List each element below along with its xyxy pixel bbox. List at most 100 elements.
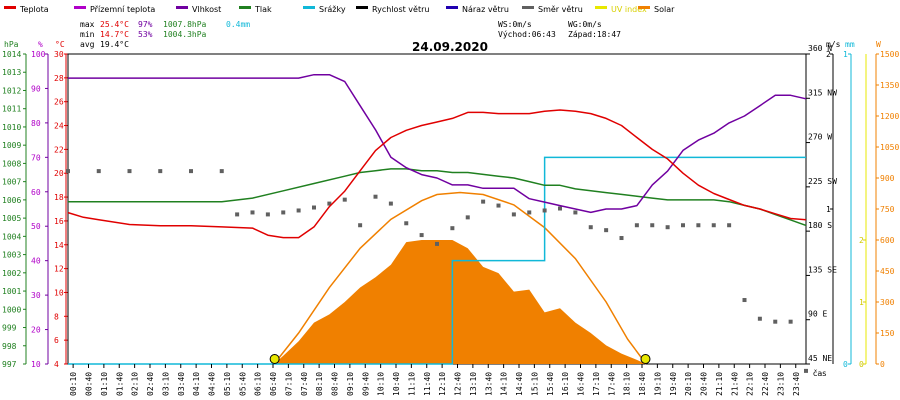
x-tick-label: 23:40: [792, 372, 801, 396]
legend-label: UV index: [611, 5, 647, 14]
tick-label: 1012: [2, 86, 21, 95]
stat-min-label: min: [80, 30, 95, 39]
tick-label: 360 N: [808, 44, 832, 53]
x-tick-label: 20:40: [700, 372, 709, 396]
wind-dir-point: [342, 197, 347, 202]
x-tick-label: 10:40: [392, 372, 401, 396]
tick-label: 997: [2, 360, 17, 369]
tick-label: 28: [54, 74, 64, 83]
x-tick-label: 21:10: [715, 372, 724, 396]
tick-label: 2: [826, 50, 831, 59]
stat-min-temp: 14.7°C: [100, 30, 129, 39]
x-tick-label: 04:40: [208, 372, 217, 396]
x-tick-label: 09:40: [361, 372, 370, 396]
tick-label: 1011: [2, 105, 21, 114]
tick-label: 450: [880, 267, 895, 276]
tick-label: 1007: [2, 178, 21, 187]
tick-label: 6: [54, 336, 59, 345]
tick-label: 999: [2, 324, 17, 333]
tick-label: 1: [843, 50, 848, 59]
tick-label: 135 SE: [808, 265, 837, 274]
tick-label: 24: [54, 122, 64, 131]
tick-label: 1006: [2, 196, 21, 205]
wind-dir-point: [296, 208, 301, 213]
x-tick-label: 08:40: [331, 372, 340, 396]
tick-label: 20: [54, 169, 64, 178]
wind-dir-point: [189, 169, 193, 174]
wind-dir-point: [388, 201, 393, 206]
stat-max-hum: 97%: [138, 20, 153, 29]
legend-swatch: [176, 6, 188, 9]
x-tick-label: 14:10: [500, 372, 509, 396]
wind-dir-point: [496, 203, 501, 208]
tick-label: 998: [2, 342, 17, 351]
tick-label: 30: [31, 291, 41, 300]
tick-label: 50: [31, 222, 41, 231]
wind-dir-point: [757, 316, 762, 321]
tick-label: 1: [826, 205, 831, 214]
x-tick-label: 16:10: [561, 372, 570, 396]
temperature-line: [67, 109, 807, 239]
tick-label: 90: [31, 84, 41, 93]
sunset-time: Západ:18:47: [568, 30, 621, 39]
tick-label: 1350: [880, 81, 899, 90]
x-tick-label: 19:40: [669, 372, 678, 396]
x-tick-label: 06:10: [254, 372, 263, 396]
tick-label: 1002: [2, 269, 21, 278]
legend-swatch: [638, 6, 650, 9]
tick-label: 1003: [2, 251, 21, 260]
x-tick-label: 11:40: [423, 372, 432, 396]
tick-label: 900: [880, 174, 895, 183]
legend-label: Přízemní teplota: [90, 5, 155, 14]
x-tick-label: 17:10: [592, 372, 601, 396]
axis-unit: hPa: [4, 40, 19, 49]
wind-dir-point: [604, 228, 609, 233]
tick-label: 80: [31, 119, 41, 128]
legend-swatch: [595, 6, 607, 9]
tick-label: 100: [31, 50, 46, 59]
tick-label: 750: [880, 205, 895, 214]
wind-dir-point: [742, 298, 747, 303]
wind-dir-point: [573, 210, 578, 215]
tick-label: 180 S: [808, 221, 832, 230]
x-tick-label: 13:40: [484, 372, 493, 396]
solar-area: [274, 240, 647, 364]
pressure-line: [68, 168, 807, 227]
solar-max-line: [273, 191, 647, 365]
tick-label: 12: [54, 265, 64, 274]
tick-label: 0: [859, 360, 864, 369]
tick-label: 1050: [880, 143, 899, 152]
legend-label: Náraz větru: [462, 5, 509, 14]
x-axis-label: čas: [813, 368, 826, 378]
axes: hPa9979989991000100110021003100410051006…: [2, 40, 899, 369]
sunrise-marker: [269, 354, 280, 364]
tick-label: 30: [54, 50, 64, 59]
x-tick-label: 00:40: [85, 372, 94, 396]
tick-label: 0: [843, 360, 848, 369]
tick-label: 1000: [2, 305, 21, 314]
stat-max-press: 1007.8hPa: [163, 20, 207, 29]
axis-unit: W: [876, 40, 881, 49]
x-tick-label: 15:10: [530, 372, 539, 396]
tick-label: 4: [54, 360, 59, 369]
tick-label: 20: [31, 326, 41, 335]
legend-label: Tlak: [254, 5, 272, 14]
legend-label: Vlhkost: [192, 5, 221, 14]
legend-swatch: [239, 6, 251, 9]
wind-dir-point: [265, 212, 270, 217]
x-tick-label: 01:10: [100, 372, 109, 396]
wind-dir-point: [327, 201, 332, 206]
tick-label: 40: [31, 257, 41, 266]
stats-block: max 25.4°C 97% 1007.8hPa 0.4mm min 14.7°…: [80, 20, 621, 49]
x-tick-label: 02:40: [146, 372, 155, 396]
wind-dir-point: [619, 236, 624, 241]
x-tick-label: 00:10: [69, 372, 78, 396]
stat-max-label: max: [80, 20, 95, 29]
x-tick-label: 05:40: [238, 372, 247, 396]
tick-label: 1014: [2, 50, 21, 59]
tick-label: 1008: [2, 159, 21, 168]
x-tick-label: 23:10: [776, 372, 785, 396]
wind-dir-point: [219, 169, 224, 174]
tick-label: 18: [54, 193, 64, 202]
stat-max-temp: 25.4°C: [100, 20, 129, 29]
